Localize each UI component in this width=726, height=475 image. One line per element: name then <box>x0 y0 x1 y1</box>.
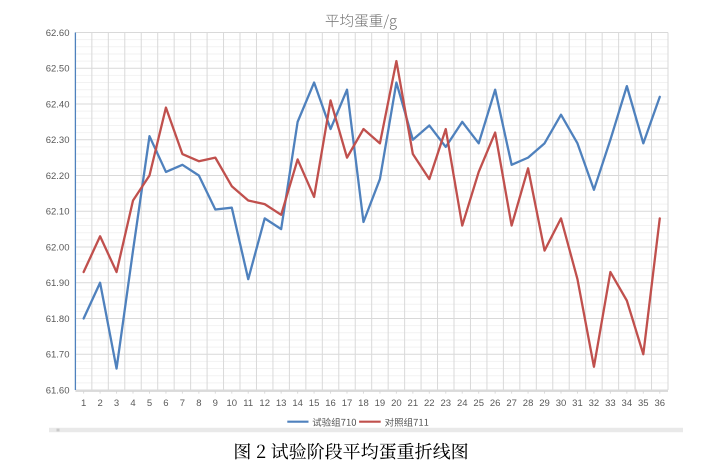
svg-text:35: 35 <box>638 398 649 409</box>
svg-text:27: 27 <box>506 398 517 409</box>
svg-text:61.60: 61.60 <box>46 385 70 396</box>
svg-text:61.90: 61.90 <box>46 278 70 289</box>
svg-text:61.80: 61.80 <box>46 314 70 325</box>
svg-text:17: 17 <box>342 398 353 409</box>
svg-text:36: 36 <box>654 398 665 409</box>
svg-text:15: 15 <box>309 398 320 409</box>
svg-text:19: 19 <box>375 398 386 409</box>
svg-text:12: 12 <box>259 398 270 409</box>
svg-text:62.60: 62.60 <box>46 28 70 39</box>
svg-text:18: 18 <box>358 398 369 409</box>
svg-text:6: 6 <box>163 398 168 409</box>
svg-text:13: 13 <box>276 398 287 409</box>
svg-text:34: 34 <box>622 398 633 409</box>
svg-text:22: 22 <box>424 398 435 409</box>
svg-text:2: 2 <box>97 398 102 409</box>
svg-text:62.00: 62.00 <box>46 242 70 253</box>
svg-text:24: 24 <box>457 398 468 409</box>
svg-text:32: 32 <box>589 398 600 409</box>
svg-text:10: 10 <box>226 398 237 409</box>
svg-text:29: 29 <box>539 398 550 409</box>
svg-text:25: 25 <box>473 398 484 409</box>
svg-text:62.30: 62.30 <box>46 135 70 146</box>
svg-text:28: 28 <box>523 398 534 409</box>
svg-text:62.50: 62.50 <box>46 64 70 75</box>
svg-text:62.20: 62.20 <box>46 171 70 182</box>
svg-text:23: 23 <box>440 398 451 409</box>
svg-text:20: 20 <box>391 398 402 409</box>
svg-text:21: 21 <box>408 398 419 409</box>
svg-text:9: 9 <box>213 398 218 409</box>
svg-text:14: 14 <box>292 398 303 409</box>
svg-text:4: 4 <box>130 398 135 409</box>
svg-text:31: 31 <box>572 398 583 409</box>
svg-text:26: 26 <box>490 398 501 409</box>
svg-text:8: 8 <box>196 398 201 409</box>
svg-text:62.40: 62.40 <box>46 99 70 110</box>
svg-text:62.10: 62.10 <box>46 207 70 218</box>
svg-text:3: 3 <box>114 398 119 409</box>
svg-text:33: 33 <box>605 398 616 409</box>
svg-text:61.70: 61.70 <box>46 350 70 361</box>
svg-text:1: 1 <box>81 398 86 409</box>
svg-text:16: 16 <box>325 398 336 409</box>
svg-text:7: 7 <box>180 398 185 409</box>
svg-text:30: 30 <box>556 398 567 409</box>
svg-text:5: 5 <box>147 398 152 409</box>
svg-text:11: 11 <box>243 398 253 409</box>
